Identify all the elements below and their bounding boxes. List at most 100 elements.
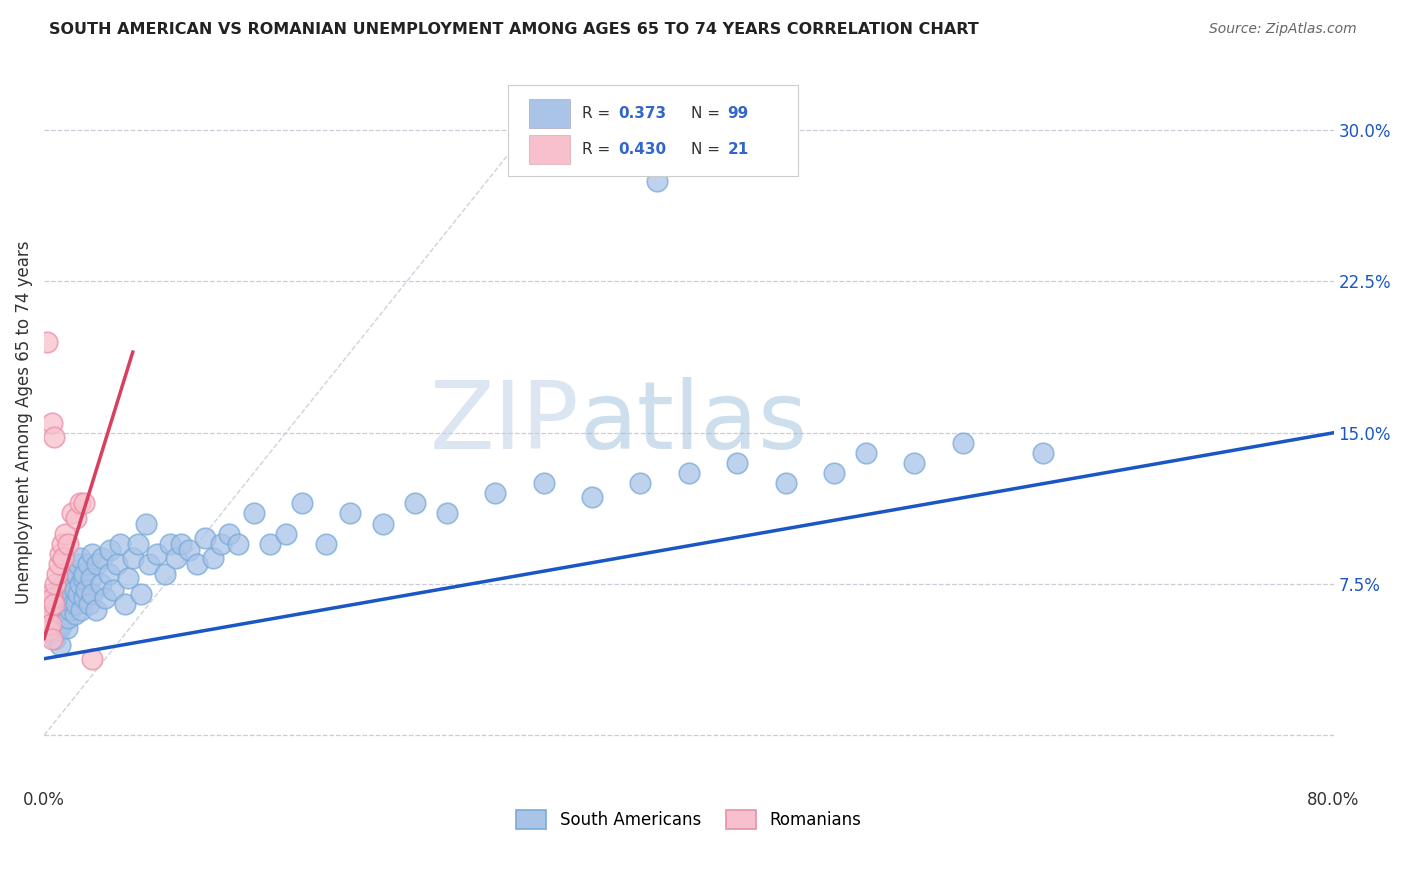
Point — [49, 587, 72, 601]
Point — [44, 632, 66, 646]
Point — [38, 601, 60, 615]
Point — [209, 537, 232, 551]
Point — [73, 566, 96, 581]
Point — [135, 516, 157, 531]
Point — [46, 566, 69, 581]
Point — [59, 577, 82, 591]
Point — [55, 597, 77, 611]
Point — [48, 624, 70, 638]
Point — [775, 476, 797, 491]
Point — [62, 571, 84, 585]
Text: 0.430: 0.430 — [617, 142, 666, 157]
Point — [46, 617, 69, 632]
Point — [138, 557, 160, 571]
Point — [58, 537, 80, 551]
Point — [645, 174, 668, 188]
Point — [259, 537, 281, 551]
Text: 21: 21 — [727, 142, 749, 157]
Point — [725, 456, 748, 470]
Point — [484, 486, 506, 500]
Point — [84, 603, 107, 617]
Point — [44, 607, 66, 622]
Point — [37, 334, 59, 349]
Point — [165, 550, 187, 565]
Point — [60, 563, 83, 577]
Point — [170, 537, 193, 551]
Point — [77, 597, 100, 611]
Point — [62, 597, 84, 611]
Y-axis label: Unemployment Among Ages 65 to 74 years: Unemployment Among Ages 65 to 74 years — [15, 241, 32, 605]
Point — [65, 597, 87, 611]
Point — [51, 591, 73, 606]
Point — [49, 599, 72, 614]
Point — [371, 516, 394, 531]
Point — [38, 624, 60, 638]
Point — [41, 597, 63, 611]
Point — [1032, 446, 1054, 460]
Point — [82, 587, 104, 601]
Point — [42, 597, 65, 611]
Point — [80, 571, 103, 585]
Point — [60, 587, 83, 601]
Point — [46, 583, 69, 598]
Point — [91, 550, 114, 565]
Text: Source: ZipAtlas.com: Source: ZipAtlas.com — [1209, 22, 1357, 37]
Point — [75, 583, 97, 598]
Point — [194, 531, 217, 545]
Point — [41, 591, 63, 606]
Point — [66, 587, 89, 601]
Point — [69, 496, 91, 510]
Point — [60, 507, 83, 521]
FancyBboxPatch shape — [529, 99, 571, 128]
Point — [39, 607, 62, 622]
Text: R =: R = — [582, 106, 614, 120]
Point — [242, 507, 264, 521]
Point — [218, 526, 240, 541]
Text: 0.373: 0.373 — [617, 106, 666, 120]
Point — [72, 571, 94, 585]
Point — [63, 607, 86, 622]
Point — [533, 476, 555, 491]
Point — [63, 583, 86, 598]
Point — [581, 491, 603, 505]
Point — [404, 496, 426, 510]
Point — [103, 583, 125, 598]
Text: ZIP: ZIP — [430, 376, 579, 468]
Point — [48, 557, 70, 571]
Point — [94, 591, 117, 606]
Point — [58, 591, 80, 606]
Point — [82, 547, 104, 561]
Point — [42, 430, 65, 444]
Point — [274, 526, 297, 541]
Point — [114, 597, 136, 611]
Point — [436, 507, 458, 521]
Point — [49, 611, 72, 625]
Point — [55, 622, 77, 636]
Point — [41, 632, 63, 646]
Point — [48, 611, 70, 625]
Point — [52, 577, 75, 591]
Point — [42, 591, 65, 606]
Point — [41, 416, 63, 430]
Point — [49, 547, 72, 561]
Point — [49, 638, 72, 652]
Legend: South Americans, Romanians: South Americans, Romanians — [510, 803, 868, 836]
Point — [51, 617, 73, 632]
Text: atlas: atlas — [579, 376, 807, 468]
Point — [153, 566, 176, 581]
Point — [38, 617, 60, 632]
Point — [186, 557, 208, 571]
Point — [678, 466, 700, 480]
Point — [41, 627, 63, 641]
Point — [89, 577, 111, 591]
Text: N =: N = — [692, 106, 725, 120]
Point — [73, 496, 96, 510]
Point — [39, 587, 62, 601]
Point — [315, 537, 337, 551]
Point — [108, 537, 131, 551]
Point — [291, 496, 314, 510]
Point — [37, 611, 59, 625]
Text: 99: 99 — [727, 106, 749, 120]
Point — [86, 557, 108, 571]
Point — [226, 537, 249, 551]
